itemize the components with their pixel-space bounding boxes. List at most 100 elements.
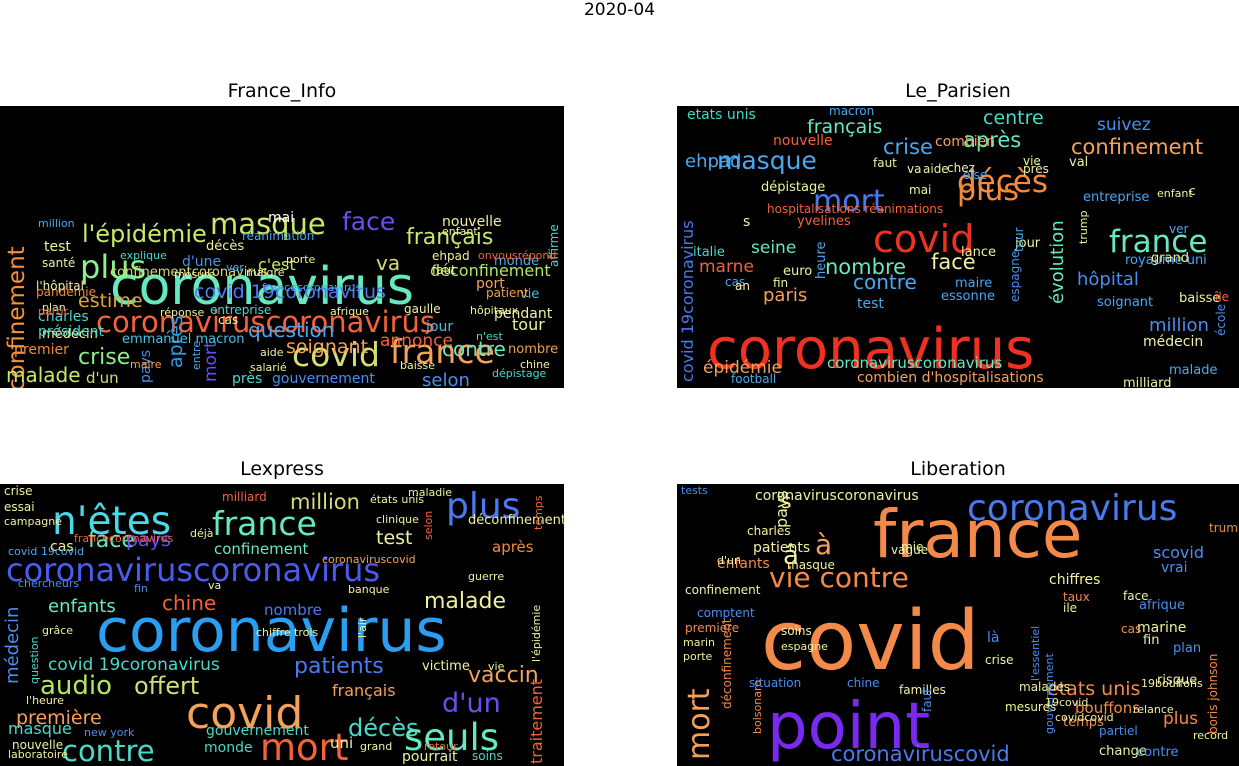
word-macron: macron (829, 106, 874, 118)
word-apres: après (963, 128, 1021, 152)
word-charles: charles (747, 524, 790, 538)
word-milliard: milliard (222, 490, 267, 504)
word-crise: crise (883, 135, 933, 159)
word-test: test (44, 239, 71, 255)
word-crise: crise (4, 484, 33, 498)
word-guerre: guerre (468, 570, 504, 583)
word-ehpad: ehpad (685, 151, 741, 172)
word-mai: mai (909, 183, 931, 197)
word-confinement: confinement (214, 540, 308, 558)
word-faut: faut (920, 688, 934, 712)
word-emmanuel-macron: emmanuel macron (122, 332, 245, 347)
word-monde: monde (204, 740, 253, 756)
word-deconfinement: déconfinement (430, 261, 551, 280)
word-ile: ile (1063, 601, 1077, 615)
word-medecin: médecin (1143, 334, 1203, 350)
word-mesures: mesures (1005, 700, 1056, 714)
word-vague: vague (891, 543, 928, 557)
word-coronaviruscoronavirus: coronaviruscoronavirus (6, 551, 380, 589)
word-apres: après (165, 315, 187, 368)
word-mai: mai (268, 210, 294, 226)
word-malade: malade (6, 363, 81, 387)
word-patient: patient (486, 286, 529, 300)
word-covid-19coronavirus: covid 19coronavirus (194, 281, 386, 303)
word-crise: crise (78, 345, 130, 370)
word-annonce: annonce (380, 331, 453, 351)
word-face: face (88, 528, 135, 553)
word-test: test (857, 296, 884, 312)
word-bouffons: bouffons (1075, 699, 1140, 717)
panel-title-france-info: France_Info (227, 80, 337, 102)
word-fin: fin (773, 276, 788, 290)
word-afrique: afrique (1139, 598, 1185, 613)
word-royaume-uni: royaume uni (1125, 253, 1207, 268)
word-premiere: première (16, 707, 102, 729)
word-oise: oise (963, 168, 987, 182)
word-faut: faut (873, 156, 897, 170)
word-covid-19coronavirus: covid 19coronavirus (678, 220, 697, 382)
word-sante: santé (42, 256, 75, 270)
word-premier: premier (14, 342, 69, 358)
word-epidemie: épidémie (703, 358, 782, 378)
word-reponse: réponse (160, 306, 204, 319)
word-coronavirus: coronavirus (96, 596, 447, 666)
word-tour: tour (512, 315, 545, 334)
word-confinement: confinement (1071, 135, 1203, 159)
word-n-est: n'est (476, 330, 503, 343)
word-euro: euro (783, 264, 812, 279)
word-l-air: l'air (356, 617, 369, 638)
word-medecin: médecin (2, 607, 23, 684)
word-francecoronavirus: francecoronavirus (262, 281, 361, 294)
wordcloud-le-parisien: coronavirus covid mort décès plus france masqu… (677, 106, 1239, 388)
word-comptent: comptent (697, 606, 755, 620)
word-plus: plus (446, 486, 520, 527)
word-nouvelle: nouvelle (12, 738, 63, 752)
word-coronaviruscovid: coronaviruscovid (831, 742, 1010, 766)
word-gouvernement: gouvernement (1043, 653, 1056, 734)
word-familles: familles (899, 683, 946, 697)
word-malade: malade (1169, 363, 1217, 378)
word-francais: français (332, 681, 396, 700)
word-plus: plus (1163, 709, 1198, 729)
word-nombre: nombre (264, 601, 322, 619)
word-cas: cas (50, 539, 74, 555)
word-medecin: médecin (42, 327, 98, 342)
word-hopitaux: hôpitaux (470, 304, 519, 317)
word-coronavirus: coronavirus (110, 257, 414, 317)
word-covid-19coronavirus: covid 19coronavirus (48, 655, 220, 675)
word-port: port (476, 276, 505, 292)
word-la: là (987, 630, 999, 646)
word-marin: marin (683, 636, 715, 649)
word-a: â (783, 541, 799, 571)
word-face: face (1123, 589, 1149, 603)
word-lance: lance (961, 245, 996, 260)
word-pandemie: pandémie (36, 285, 96, 299)
word-ehpad: ehpad (432, 249, 470, 263)
word-million: million (1149, 315, 1209, 336)
word-combien-d-hospitalisations: combien d'hospitalisations (857, 370, 1044, 386)
word-affirme: affirme (547, 224, 561, 267)
word-estime: estime (78, 290, 143, 312)
word-trump: trump (1209, 521, 1239, 535)
word-nombre: nombre (825, 255, 906, 279)
word-a: à (815, 528, 832, 561)
word-nouvelle: nouvelle (773, 133, 833, 149)
word-francecoronavirus: francecoronavirus (74, 532, 173, 545)
word-soignant: soignant (1097, 295, 1153, 310)
word-depistage: dépistage (492, 367, 547, 380)
word-faut: faut (432, 263, 456, 277)
word-grand: grand (360, 740, 392, 753)
word-chez: chez (947, 161, 975, 175)
word-france: france (1109, 224, 1207, 260)
word-enfant: enfant (1157, 187, 1193, 200)
word-masque: masque (787, 558, 835, 572)
word-retour: retour (424, 740, 458, 753)
word-maire: maire (130, 358, 162, 371)
word-chine: chine (847, 676, 880, 690)
figure-suptitle: 2020-04 (583, 0, 656, 20)
word-19bouffons: 19bouffons (1141, 677, 1203, 690)
word-seine: seine (751, 238, 796, 258)
word-ile: île (1214, 290, 1229, 304)
word-partiel: partiel (1099, 724, 1138, 738)
word-covid: covid (761, 594, 980, 689)
